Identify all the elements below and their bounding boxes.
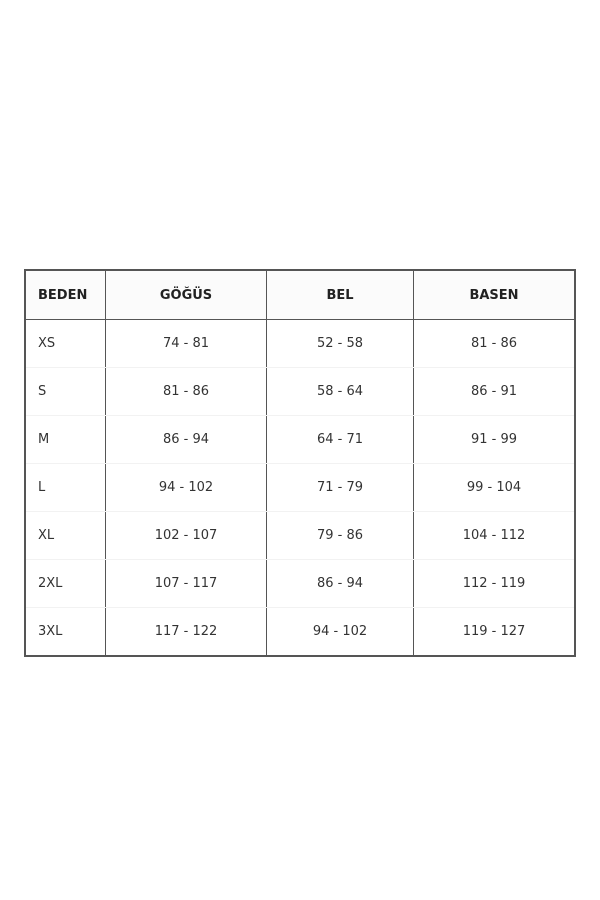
cell-gogus: 74 - 81	[105, 319, 267, 368]
cell-basen: 112 - 119	[413, 559, 575, 608]
table-row: 2XL 107 - 117 86 - 94 112 - 119	[24, 559, 575, 608]
cell-size: S	[24, 367, 106, 416]
cell-size: M	[24, 415, 106, 464]
header-row: BEDEN GÖĞÜS BEL BASEN	[24, 270, 575, 320]
cell-size: L	[24, 463, 106, 512]
cell-basen: 119 - 127	[413, 607, 575, 657]
cell-size: XS	[24, 319, 106, 368]
table-row: XS 74 - 81 52 - 58 81 - 86	[24, 319, 575, 368]
cell-basen: 104 - 112	[413, 511, 575, 560]
cell-bel: 86 - 94	[266, 559, 414, 608]
cell-basen: 91 - 99	[413, 415, 575, 464]
cell-basen: 86 - 91	[413, 367, 575, 416]
cell-gogus: 86 - 94	[105, 415, 267, 464]
size-chart-table: BEDEN GÖĞÜS BEL BASEN XS 74 - 81 52 - 58 81…	[24, 269, 576, 657]
cell-bel: 79 - 86	[266, 511, 414, 560]
table-row: 3XL 117 - 122 94 - 102 119 - 127	[24, 607, 575, 657]
cell-gogus: 117 - 122	[105, 607, 267, 657]
cell-gogus: 107 - 117	[105, 559, 267, 608]
table-row: M 86 - 94 64 - 71 91 - 99	[24, 415, 575, 464]
table-row: L 94 - 102 71 - 79 99 - 104	[24, 463, 575, 512]
header-beden: BEDEN	[24, 270, 106, 320]
cell-size: 3XL	[24, 607, 106, 657]
table-row: XL 102 - 107 79 - 86 104 - 112	[24, 511, 575, 560]
header-bel: BEL	[266, 270, 414, 320]
cell-bel: 64 - 71	[266, 415, 414, 464]
cell-basen: 99 - 104	[413, 463, 575, 512]
cell-bel: 94 - 102	[266, 607, 414, 657]
cell-basen: 81 - 86	[413, 319, 575, 368]
cell-size: 2XL	[24, 559, 106, 608]
cell-size: XL	[24, 511, 106, 560]
cell-bel: 52 - 58	[266, 319, 414, 368]
cell-gogus: 81 - 86	[105, 367, 267, 416]
cell-gogus: 94 - 102	[105, 463, 267, 512]
table-row: S 81 - 86 58 - 64 86 - 91	[24, 367, 575, 416]
cell-gogus: 102 - 107	[105, 511, 267, 560]
header-basen: BASEN	[413, 270, 575, 320]
cell-bel: 58 - 64	[266, 367, 414, 416]
cell-bel: 71 - 79	[266, 463, 414, 512]
header-gogus: GÖĞÜS	[105, 270, 267, 320]
